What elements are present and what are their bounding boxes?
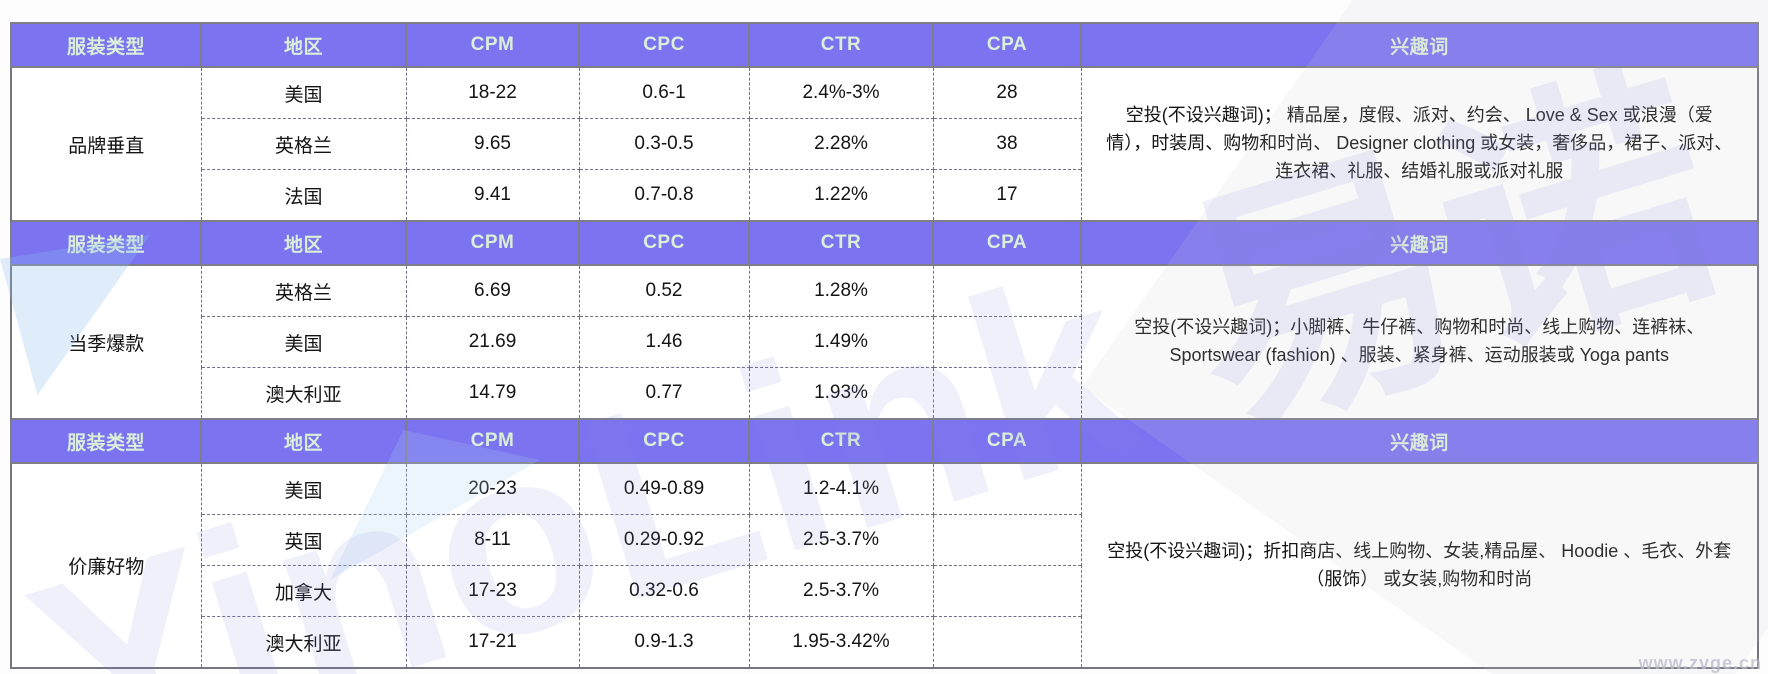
cpm-cell: 6.69 xyxy=(405,264,580,317)
region-cell: 澳大利亚 xyxy=(200,367,407,420)
table-row: 澳大利亚 14.79 0.77 1.93% xyxy=(11,367,1758,420)
cpc-cell: 0.77 xyxy=(578,367,750,420)
category-cell: 当季爆款 xyxy=(10,264,202,420)
cpa-cell xyxy=(932,514,1082,566)
column-header-cpc: CPC xyxy=(578,22,750,68)
cpa-cell: 17 xyxy=(932,169,1082,222)
header-row: 服装类型 地区 CPM CPC CTR CPA 兴趣词 xyxy=(10,220,1759,266)
cpa-cell xyxy=(932,462,1082,515)
column-header-cpc: CPC xyxy=(578,220,750,266)
column-header-cpa: CPA xyxy=(932,22,1082,68)
header-row: 服装类型 地区 CPM CPC CTR CPA 兴趣词 xyxy=(10,22,1759,68)
cpc-cell: 0.3-0.5 xyxy=(578,118,750,170)
cpm-cell: 9.65 xyxy=(405,118,580,170)
cpm-cell: 17-23 xyxy=(405,565,580,617)
region-cell: 英国 xyxy=(200,514,407,566)
category-cell: 价廉好物 xyxy=(10,462,202,669)
cpa-cell: 28 xyxy=(932,66,1082,119)
ctr-cell: 2.5-3.7% xyxy=(748,565,934,617)
ctr-cell: 2.4%-3% xyxy=(748,66,934,119)
ctr-cell: 1.93% xyxy=(748,367,934,420)
ctr-cell: 1.49% xyxy=(748,316,934,368)
column-header-cpc: CPC xyxy=(578,418,750,464)
table-row: 英格兰 9.65 0.3-0.5 2.28% 38 xyxy=(11,118,1758,170)
column-header-ctr: CTR xyxy=(748,22,934,68)
table-row: 英国 8-11 0.29-0.92 2.5-3.7% xyxy=(11,514,1758,566)
category-cell: 品牌垂直 xyxy=(10,66,202,222)
ctr-cell: 2.5-3.7% xyxy=(748,514,934,566)
column-header-region: 地区 xyxy=(200,418,407,464)
cpm-cell: 14.79 xyxy=(405,367,580,420)
cpc-cell: 0.32-0.6 xyxy=(578,565,750,617)
cpm-cell: 9.41 xyxy=(405,169,580,222)
cpa-cell xyxy=(932,316,1082,368)
cpa-cell xyxy=(932,367,1082,420)
cpc-cell: 0.29-0.92 xyxy=(578,514,750,566)
interest-words-cell: 空投(不设兴趣词)； 精品屋，度假、派对、约会、 Love & Sex 或浪漫（… xyxy=(1080,66,1759,222)
ctr-cell: 1.22% xyxy=(748,169,934,222)
region-cell: 澳大利亚 xyxy=(200,616,407,669)
ctr-cell: 2.28% xyxy=(748,118,934,170)
table-row: 当季爆款 英格兰 6.69 0.52 1.28% 空投(不设兴趣词)；小脚裤、牛仔裤、购物… xyxy=(10,264,1759,420)
column-header-cpa: CPA xyxy=(932,220,1082,266)
table-row: 澳大利亚 17-21 0.9-1.3 1.95-3.42% xyxy=(11,616,1758,669)
region-cell: 英格兰 xyxy=(200,264,407,317)
column-header-clothing-type: 服装类型 xyxy=(10,418,202,464)
cpc-cell: 0.9-1.3 xyxy=(578,616,750,669)
cpc-cell: 0.6-1 xyxy=(578,66,750,119)
column-header-interest-words: 兴趣词 xyxy=(1080,220,1759,266)
column-header-clothing-type: 服装类型 xyxy=(10,22,202,68)
cpm-cell: 18-22 xyxy=(405,66,580,119)
column-header-ctr: CTR xyxy=(748,418,934,464)
column-header-cpm: CPM xyxy=(405,418,580,464)
interest-words-cell: 空投(不设兴趣词)；小脚裤、牛仔裤、购物和时尚、线上购物、连裤袜、 Sports… xyxy=(1080,264,1759,420)
table-row: 品牌垂直 美国 18-22 0.6-1 2.4%-3% 28 空投(不设兴趣词)； 精品屋，… xyxy=(10,66,1759,222)
metrics-table: 服装类型 地区 CPM CPC CTR CPA 兴趣词 品牌垂直 美国 18-22 0.6-1 2.4… xyxy=(10,22,1759,669)
ctr-cell: 1.95-3.42% xyxy=(748,616,934,669)
cpc-cell: 0.52 xyxy=(578,264,750,317)
table-row: 加拿大 17-23 0.32-0.6 2.5-3.7% xyxy=(11,565,1758,617)
column-header-region: 地区 xyxy=(200,220,407,266)
region-cell: 美国 xyxy=(200,316,407,368)
column-header-interest-words: 兴趣词 xyxy=(1080,418,1759,464)
column-header-interest-words: 兴趣词 xyxy=(1080,22,1759,68)
cpc-cell: 0.7-0.8 xyxy=(578,169,750,222)
column-header-ctr: CTR xyxy=(748,220,934,266)
column-header-cpa: CPA xyxy=(932,418,1082,464)
column-header-cpm: CPM xyxy=(405,220,580,266)
table-row: 价廉好物 美国 20-23 0.49-0.89 1.2-4.1% 空投(不设兴趣词)；折扣… xyxy=(10,462,1759,669)
cpc-cell: 1.46 xyxy=(578,316,750,368)
column-header-region: 地区 xyxy=(200,22,407,68)
header-row: 服装类型 地区 CPM CPC CTR CPA 兴趣词 xyxy=(10,418,1759,464)
cpm-cell: 8-11 xyxy=(405,514,580,566)
region-cell: 加拿大 xyxy=(200,565,407,617)
cpa-cell xyxy=(932,264,1082,317)
table-row: 美国 21.69 1.46 1.49% xyxy=(11,316,1758,368)
table-row: 法国 9.41 0.7-0.8 1.22% 17 xyxy=(11,169,1758,222)
ctr-cell: 1.2-4.1% xyxy=(748,462,934,515)
region-cell: 法国 xyxy=(200,169,407,222)
cpa-cell xyxy=(932,616,1082,669)
cpm-cell: 20-23 xyxy=(405,462,580,515)
region-cell: 美国 xyxy=(200,462,407,515)
region-cell: 美国 xyxy=(200,66,407,119)
column-header-cpm: CPM xyxy=(405,22,580,68)
ctr-cell: 1.28% xyxy=(748,264,934,317)
cpa-cell: 38 xyxy=(932,118,1082,170)
cpm-cell: 17-21 xyxy=(405,616,580,669)
column-header-clothing-type: 服装类型 xyxy=(10,220,202,266)
cpc-cell: 0.49-0.89 xyxy=(578,462,750,515)
region-cell: 英格兰 xyxy=(200,118,407,170)
interest-words-cell: 空投(不设兴趣词)；折扣商店、线上购物、女装,精品屋、 Hoodie 、毛衣、外… xyxy=(1080,462,1759,669)
cpa-cell xyxy=(932,565,1082,617)
cpm-cell: 21.69 xyxy=(405,316,580,368)
